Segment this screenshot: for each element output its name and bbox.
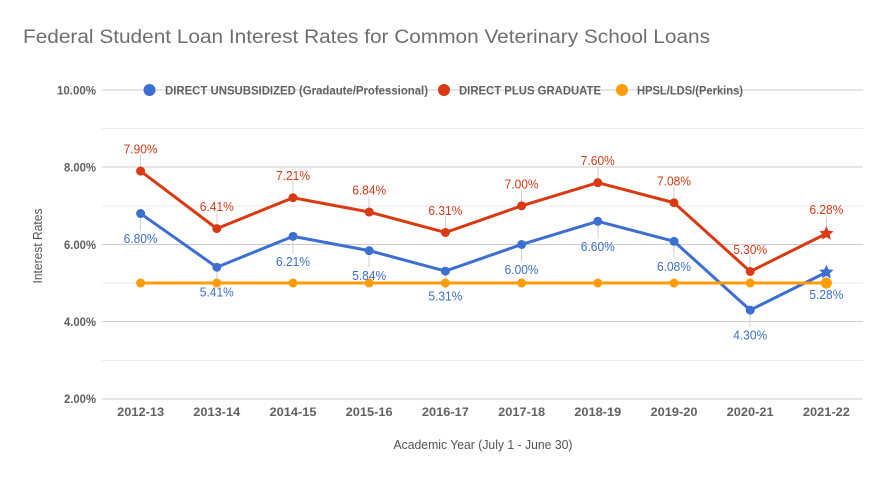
svg-text:2015-16: 2015-16 — [346, 405, 393, 419]
svg-text:5.28%: 5.28% — [809, 288, 843, 302]
svg-text:4.00%: 4.00% — [64, 315, 96, 329]
svg-text:10.00%: 10.00% — [57, 83, 96, 97]
svg-text:6.60%: 6.60% — [581, 240, 615, 254]
svg-text:6.08%: 6.08% — [657, 260, 691, 274]
svg-text:2019-20: 2019-20 — [651, 405, 698, 419]
svg-text:7.21%: 7.21% — [276, 169, 310, 183]
svg-text:2017-18: 2017-18 — [498, 405, 545, 419]
svg-text:2014-15: 2014-15 — [270, 405, 317, 419]
svg-text:2021-22: 2021-22 — [803, 405, 850, 419]
svg-text:2.00%: 2.00% — [64, 392, 96, 406]
svg-text:4.30%: 4.30% — [733, 329, 767, 343]
svg-text:6.00%: 6.00% — [505, 263, 539, 277]
svg-text:Interest Rates: Interest Rates — [30, 208, 45, 283]
svg-text:5.30%: 5.30% — [733, 243, 767, 257]
svg-text:7.08%: 7.08% — [657, 174, 691, 188]
svg-text:6.84%: 6.84% — [352, 184, 386, 198]
svg-text:5.31%: 5.31% — [428, 290, 462, 304]
svg-text:5.84%: 5.84% — [352, 269, 386, 283]
svg-text:Federal Student Loan Interest: Federal Student Loan Interest Rates for … — [23, 27, 710, 48]
svg-text:8.00%: 8.00% — [64, 161, 96, 175]
svg-text:2013-14: 2013-14 — [193, 405, 240, 419]
svg-text:6.31%: 6.31% — [428, 204, 462, 218]
svg-text:7.90%: 7.90% — [124, 143, 158, 157]
svg-text:6.21%: 6.21% — [276, 255, 310, 269]
svg-text:6.28%: 6.28% — [809, 203, 843, 217]
svg-text:5.41%: 5.41% — [200, 286, 234, 300]
svg-text:7.00%: 7.00% — [505, 177, 539, 191]
svg-text:7.60%: 7.60% — [581, 154, 615, 168]
svg-text:2018-19: 2018-19 — [574, 405, 621, 419]
svg-text:6.80%: 6.80% — [124, 232, 158, 246]
svg-text:Academic Year (July 1 - June 3: Academic Year (July 1 - June 30) — [394, 437, 573, 452]
svg-text:6.00%: 6.00% — [64, 238, 96, 252]
svg-text:DIRECT UNSUBSIDIZED (Gradaute/: DIRECT UNSUBSIDIZED (Gradaute/Profession… — [165, 83, 428, 97]
svg-text:6.41%: 6.41% — [200, 200, 234, 214]
svg-text:DIRECT PLUS GRADUATE: DIRECT PLUS GRADUATE — [459, 83, 601, 97]
svg-text:HPSL/LDS/(Perkins): HPSL/LDS/(Perkins) — [637, 83, 743, 97]
svg-text:2012-13: 2012-13 — [117, 405, 164, 419]
svg-text:2020-21: 2020-21 — [727, 405, 774, 419]
svg-text:2016-17: 2016-17 — [422, 405, 469, 419]
